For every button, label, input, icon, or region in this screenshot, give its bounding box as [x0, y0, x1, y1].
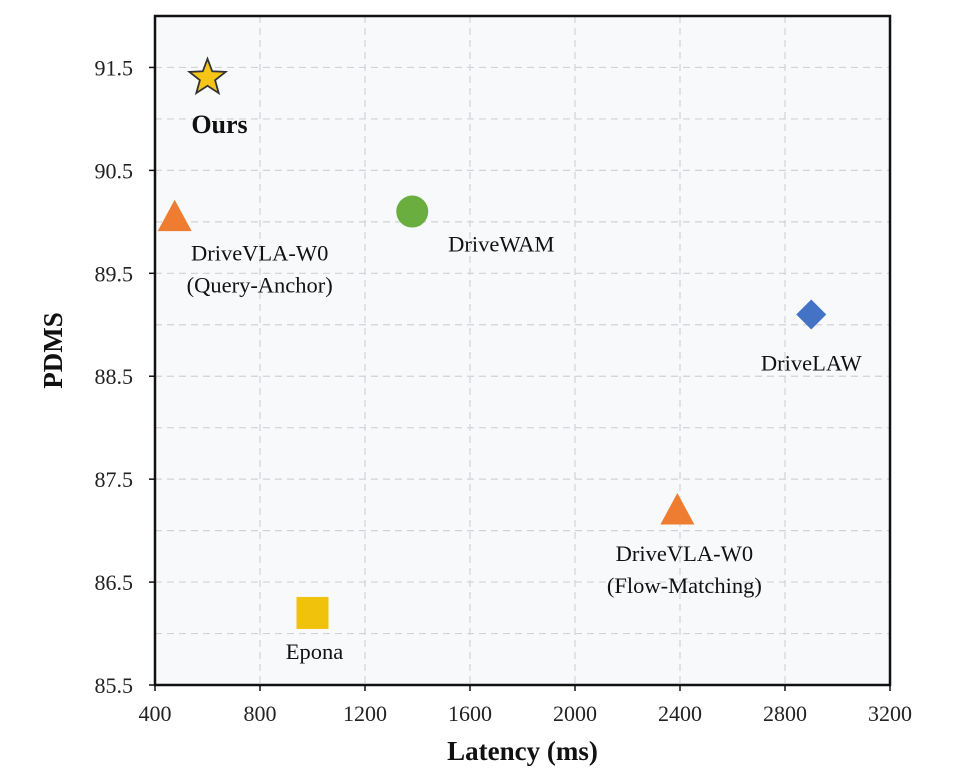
y-tick-label: 85.5	[95, 673, 134, 698]
y-axis-ticks: 85.5 86.5 87.5 88.5 89.5 90.5 91.5	[95, 55, 155, 698]
y-axis-title: PDMS	[38, 312, 68, 389]
x-tick-label: 2400	[658, 701, 702, 726]
label-epona: Epona	[286, 639, 343, 664]
point-drivewam	[396, 195, 429, 228]
x-axis-ticks: 400 800 1200 1600 2000 2400 2800 3200	[139, 685, 912, 726]
label-drivelaw: DriveLAW	[761, 350, 862, 375]
plot-area	[155, 16, 890, 685]
x-tick-label: 1600	[448, 701, 492, 726]
point-drivevla-qa	[157, 199, 192, 232]
y-tick-label: 87.5	[95, 467, 134, 492]
data-points	[157, 56, 827, 629]
grid	[155, 16, 890, 685]
label-drivevla-qa: DriveVLA-W0	[191, 241, 328, 266]
point-drivevla-fm	[660, 493, 695, 525]
x-tick-label: 3200	[868, 701, 912, 726]
label-drivewam: DriveWAM	[448, 232, 554, 257]
y-tick-label: 91.5	[95, 55, 134, 80]
point-drivelaw	[796, 299, 827, 330]
x-tick-label: 400	[139, 701, 172, 726]
x-tick-label: 1200	[343, 701, 387, 726]
label-drivevla-qa: (Query-Anchor)	[187, 273, 333, 298]
x-tick-label: 800	[244, 701, 277, 726]
label-ours: Ours	[191, 110, 247, 139]
label-drivevla-fm: (Flow-Matching)	[607, 573, 762, 598]
y-tick-label: 90.5	[95, 158, 134, 183]
y-tick-label: 88.5	[95, 364, 134, 389]
label-drivevla-fm: DriveVLA-W0	[616, 541, 753, 566]
point-ours	[186, 56, 229, 96]
x-tick-label: 2800	[763, 701, 807, 726]
plot-frame	[153, 14, 892, 687]
x-tick-label: 2000	[553, 701, 597, 726]
point-epona	[296, 596, 329, 629]
point-labels: Ours DriveVLA-W0 (Query-Anchor) DriveWAM Dri…	[187, 110, 863, 664]
y-tick-label: 86.5	[95, 570, 134, 595]
y-tick-label: 89.5	[95, 261, 134, 286]
x-axis-title: Latency (ms)	[447, 736, 598, 766]
